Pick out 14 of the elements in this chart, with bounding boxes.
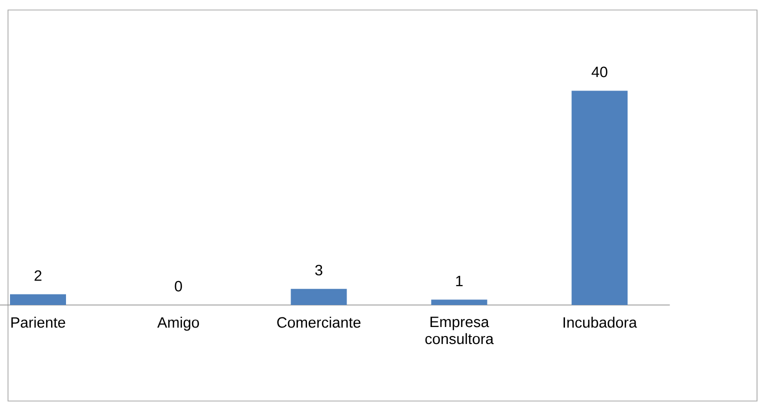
data-label: 3 — [315, 264, 322, 276]
bar — [10, 294, 66, 305]
x-tick-label: Amigo — [157, 316, 199, 331]
data-label: 1 — [456, 276, 463, 286]
x-tick-label: Pariente — [11, 316, 66, 328]
bar — [290, 288, 347, 305]
data-label: 40 — [592, 66, 608, 78]
bar — [572, 90, 628, 305]
bar — [431, 300, 488, 305]
data-label: 0 — [174, 280, 182, 292]
x-tick-label: Empresa consultora — [425, 316, 494, 344]
x-tick-label: Comerciante — [277, 316, 360, 328]
x-tick-label: Incubadora — [564, 316, 637, 328]
data-label: 2 — [34, 270, 42, 281]
